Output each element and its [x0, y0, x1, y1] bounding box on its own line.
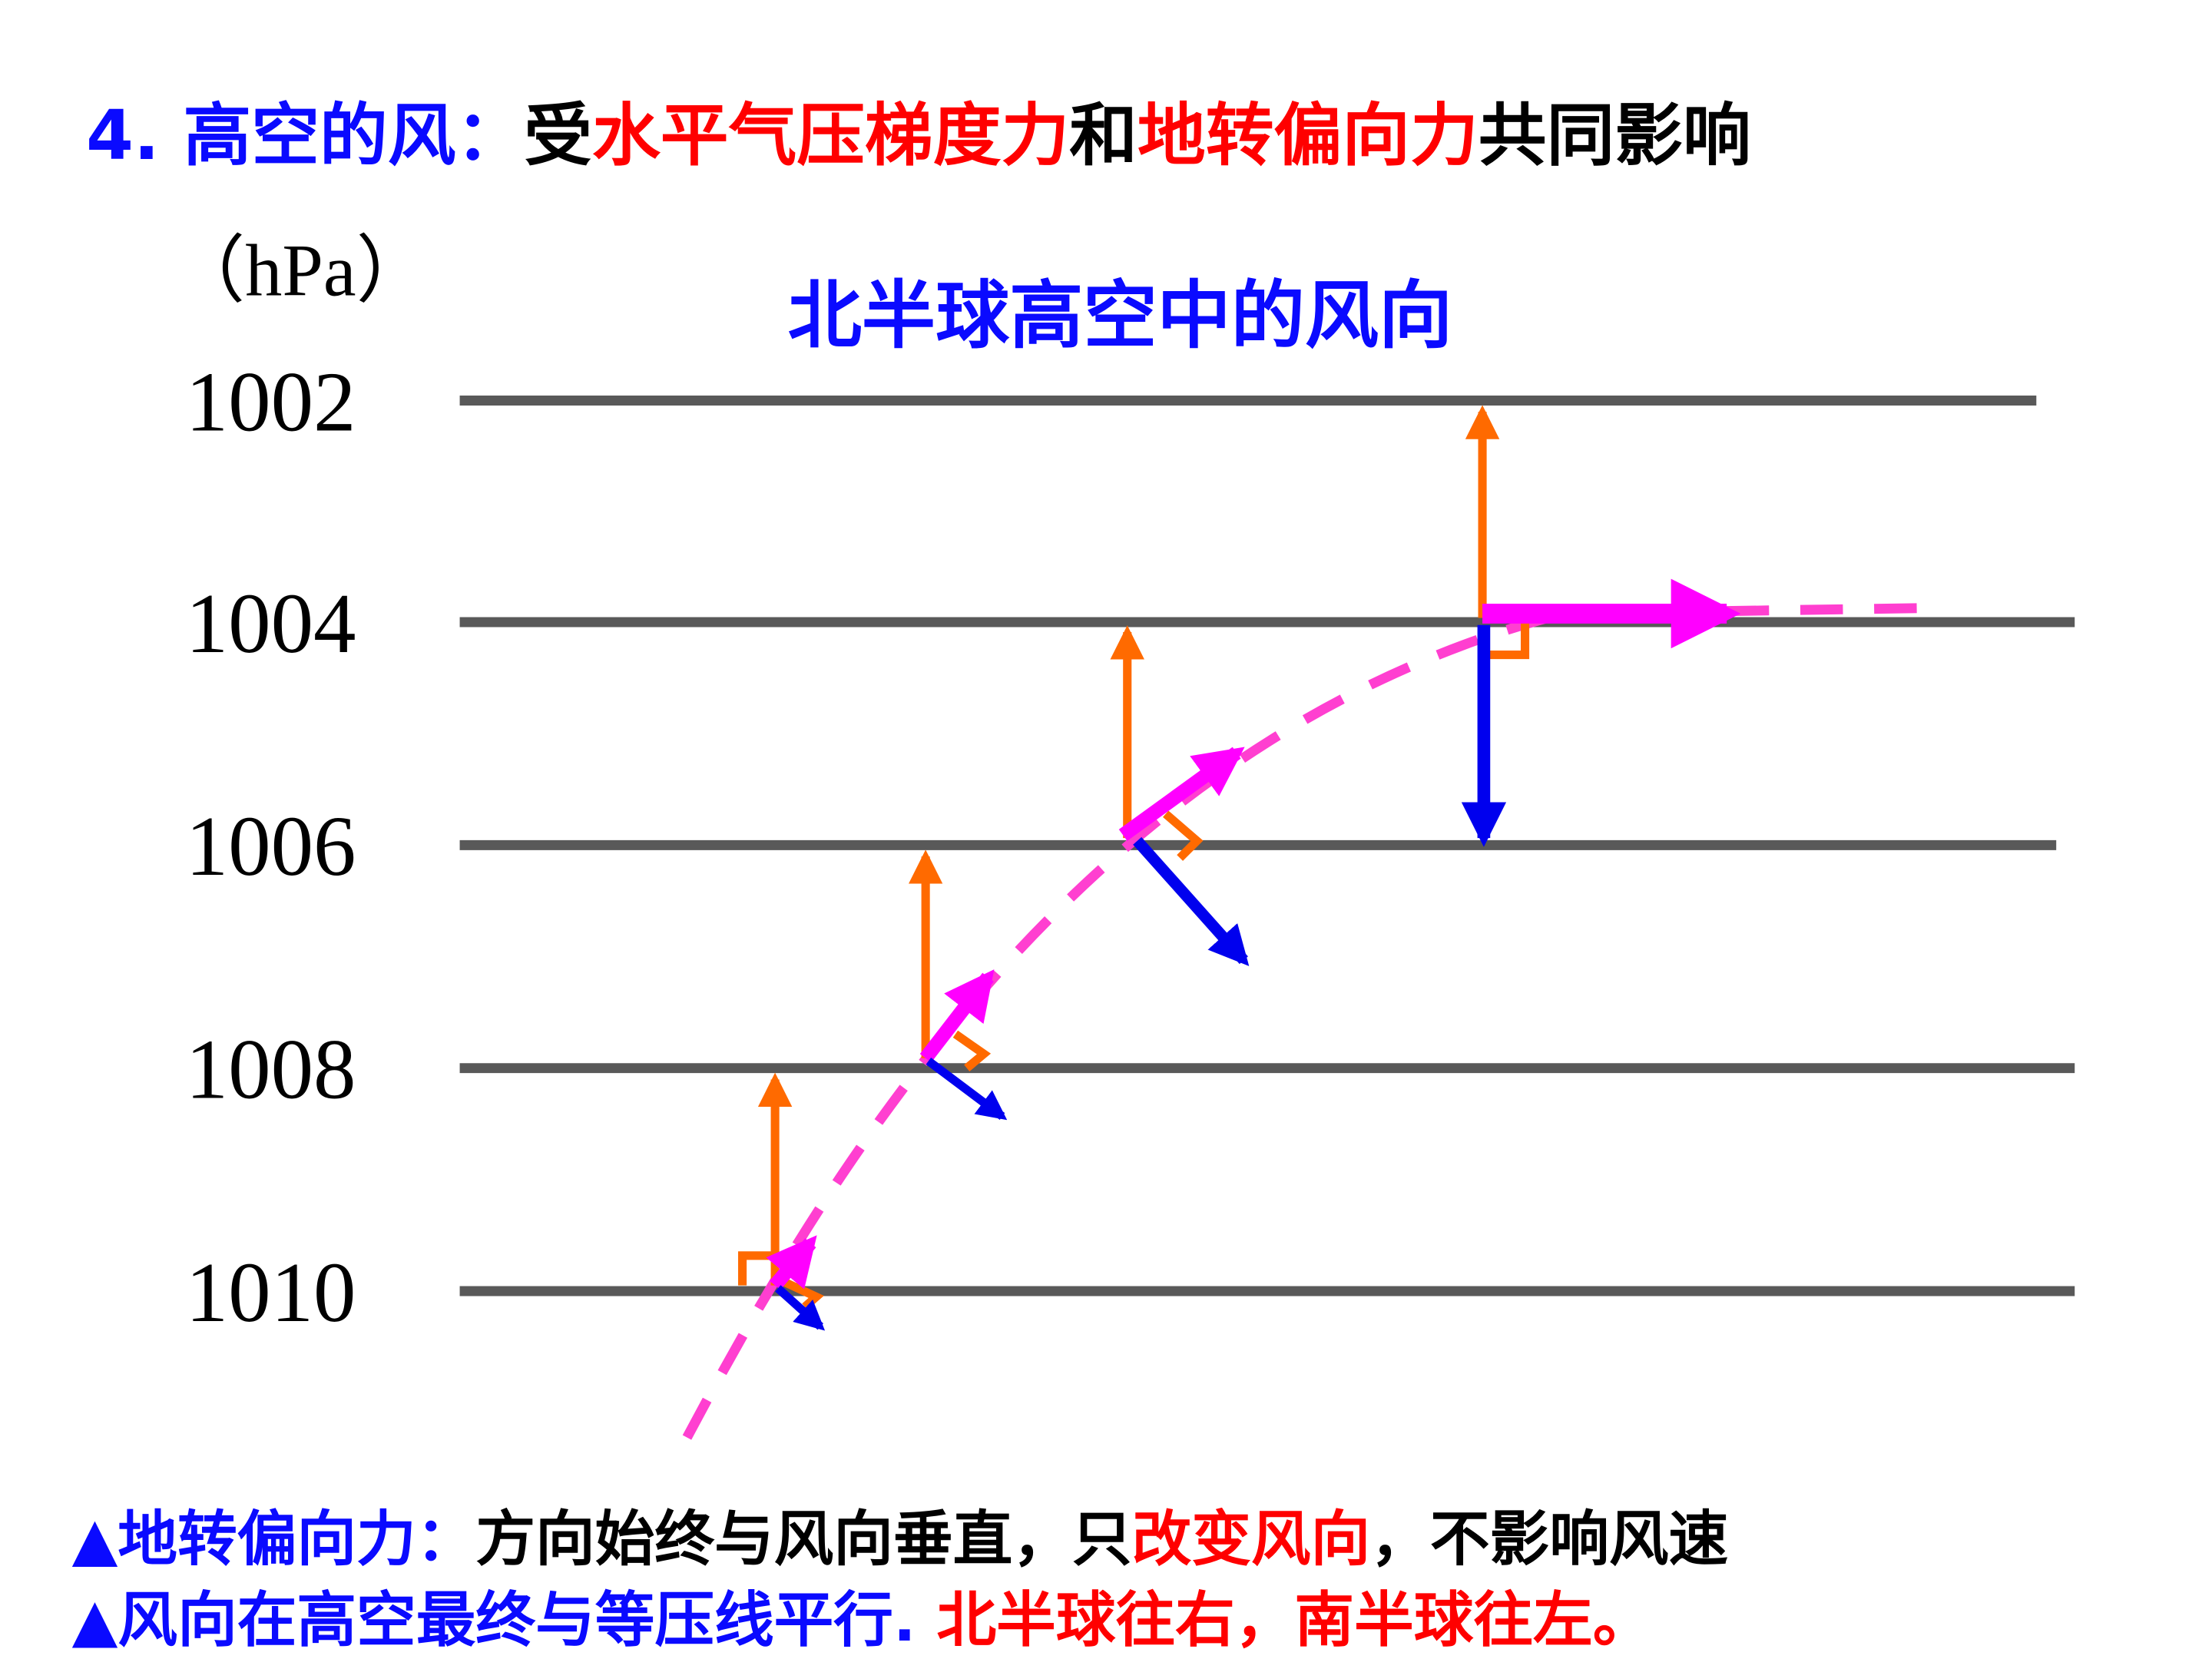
coriolis-arrows: [775, 624, 1507, 1331]
right-angle: [952, 1030, 992, 1071]
unit-label: （hPa）: [171, 230, 430, 312]
note-part: 改变风向: [1132, 1505, 1371, 1575]
wind-arrows: [766, 578, 1741, 1290]
title-part: 4. 高空的风：: [86, 96, 524, 175]
title-part: 水平气压梯度力: [592, 96, 1069, 175]
coriolis-arrow: [926, 1058, 1008, 1121]
note-part: ▲风向在高空最终与等压线平行.: [72, 1586, 916, 1655]
wind-arrow: [1118, 747, 1245, 841]
right-angle: [1163, 810, 1204, 861]
diagram-title: 北半球高空中的风向: [788, 273, 1452, 359]
isobars: 1002 1004 1006 1008 1010: [186, 354, 2075, 1339]
title-part: 受: [524, 96, 592, 175]
note-part: 北半球往右，南半球往左。: [916, 1586, 1652, 1655]
title-part: 和: [1069, 96, 1137, 175]
wind-arrow: [919, 969, 995, 1063]
coriolis-arrow: [1133, 836, 1250, 966]
right-angle: [738, 1251, 776, 1286]
title-part: 共同影响: [1479, 96, 1751, 175]
title: 4. 高空的风：受水平气压梯度力和地转偏向力共同影响: [86, 96, 1751, 175]
coriolis-arrow: [775, 1285, 826, 1331]
note: ▲风向在高空最终与等压线平行. 北半球往右，南半球往左。: [72, 1586, 1653, 1655]
note-part: 方向始终与风向垂直，只: [475, 1505, 1131, 1575]
wind-path: [682, 603, 1933, 1440]
pressure-force-arrows: [738, 405, 1530, 1310]
note-part: ，不影响风速: [1370, 1505, 1728, 1575]
isobar-label: 1008: [186, 1022, 356, 1117]
title-part: 地转偏向力: [1137, 96, 1479, 175]
isobar-label: 1002: [186, 354, 356, 449]
wind-arrow: [766, 1235, 817, 1290]
isobar-label: 1010: [186, 1245, 356, 1339]
note-part: ▲地转偏向力：: [72, 1505, 476, 1575]
isobar-label: 1004: [186, 576, 356, 671]
isobar-label: 1006: [186, 799, 356, 893]
note: ▲地转偏向力：方向始终与风向垂直，只改变风向，不影响风速: [72, 1505, 1729, 1575]
right-angle: [1482, 619, 1530, 660]
